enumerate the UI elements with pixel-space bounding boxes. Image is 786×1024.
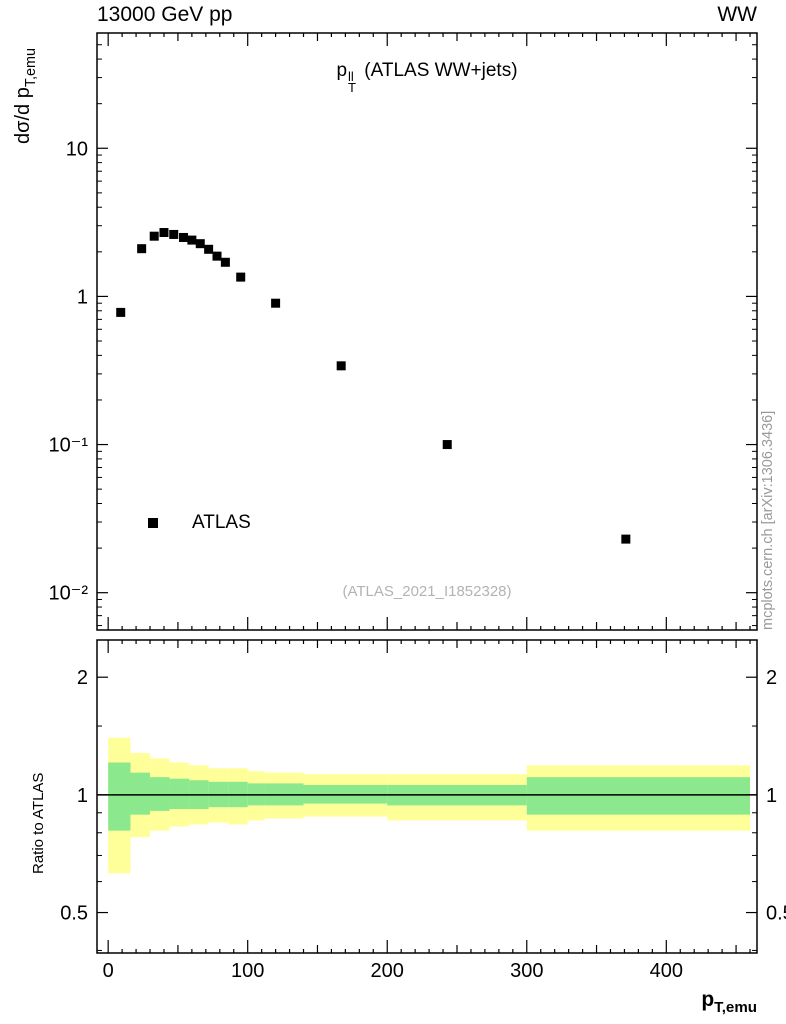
svg-text:400: 400 — [650, 960, 683, 982]
svg-text:10⁻²: 10⁻² — [49, 583, 89, 605]
legend-square-marker — [148, 518, 158, 528]
svg-text:1: 1 — [766, 785, 777, 807]
svg-text:1: 1 — [77, 286, 88, 308]
svg-text:200: 200 — [371, 960, 404, 982]
mcplots-side-note: mcplots.cern.ch [arXiv:1306.3436] — [760, 410, 776, 630]
analysis-watermark: (ATLAS_2021_I1852328) — [342, 583, 512, 600]
header-process: WW — [717, 3, 757, 26]
header-energy: 13000 GeV pp — [97, 3, 233, 26]
x-axis-label: pT,emu — [701, 988, 757, 1017]
svg-text:100: 100 — [231, 960, 264, 982]
plot-title-supsub: ll T — [348, 68, 356, 95]
svg-text:10: 10 — [66, 138, 88, 160]
svg-text:10⁻¹: 10⁻¹ — [49, 435, 89, 457]
svg-text:1: 1 — [77, 785, 88, 807]
plot-title: p ll T (ATLAS WW+jets) — [97, 60, 757, 95]
svg-text:0.5: 0.5 — [766, 903, 786, 925]
svg-text:0: 0 — [103, 960, 114, 982]
svg-text:2: 2 — [77, 667, 88, 689]
svg-text:0.5: 0.5 — [60, 903, 88, 925]
svg-text:300: 300 — [510, 960, 543, 982]
svg-text:2: 2 — [766, 667, 777, 689]
plot-title-p: p — [336, 60, 348, 81]
plot-title-rest: (ATLAS WW+jets) — [364, 60, 518, 81]
ratio-y-axis-label: Ratio to ATLAS — [30, 772, 47, 874]
y-axis-label: dσ/d pT,emu — [12, 47, 39, 144]
legend-label: ATLAS — [192, 512, 251, 533]
